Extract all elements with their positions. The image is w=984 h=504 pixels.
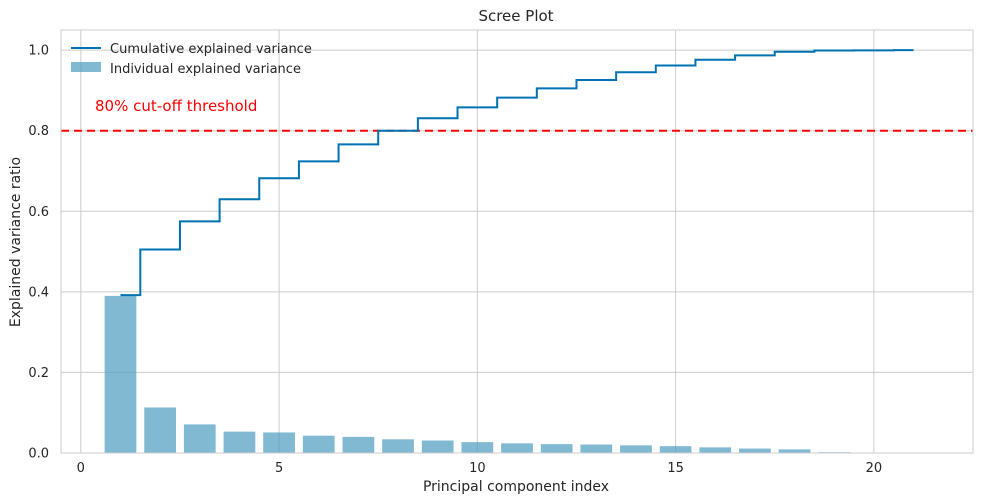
bar-series [104, 295, 930, 453]
legend-label-cumulative: Cumulative explained variance [110, 42, 312, 57]
x-tick-label: 10 [469, 461, 486, 476]
x-axis-ticks: 0 5 10 15 20 [77, 461, 882, 476]
x-tick-label: 5 [275, 461, 283, 476]
x-tick-label: 20 [866, 461, 883, 476]
step-series [120, 49, 914, 297]
bar [104, 295, 137, 453]
y-tick-label: 0.6 [28, 205, 49, 220]
bar [183, 424, 216, 453]
bar [144, 407, 176, 453]
legend-label-individual: Individual explained variance [110, 62, 301, 77]
y-tick-label: 0.4 [28, 285, 49, 300]
plot-frame [60, 29, 974, 454]
x-tick-label: 15 [667, 461, 684, 476]
y-tick-label: 0.2 [28, 366, 49, 381]
y-tick-label: 0.0 [28, 447, 49, 462]
x-axis-label: Principal component index [423, 479, 609, 495]
bar [302, 435, 335, 453]
bar [699, 447, 732, 453]
bar [342, 436, 375, 453]
bar [739, 448, 771, 453]
threshold-label: 80% cut-off threshold [95, 97, 257, 115]
cumulative-step-line [120, 49, 914, 297]
x-tick-label: 0 [77, 461, 85, 476]
bar [778, 449, 811, 453]
grid [61, 30, 973, 454]
bar [382, 439, 414, 453]
bar [620, 445, 652, 453]
y-tick-label: 1.0 [28, 44, 49, 59]
bar [421, 440, 454, 453]
legend: Cumulative explained variance Individual… [71, 42, 312, 77]
bar [263, 432, 295, 453]
y-tick-label: 0.8 [28, 124, 49, 139]
legend-bar-marker [71, 62, 101, 72]
bar [461, 442, 494, 453]
bar [501, 443, 533, 453]
bar [540, 444, 573, 453]
bar [223, 431, 256, 453]
bar [580, 444, 613, 453]
bar [659, 446, 692, 453]
chart-title: Scree Plot [478, 7, 553, 25]
y-axis-label: Explained variance ratio [8, 157, 24, 327]
y-axis-ticks: 0.0 0.2 0.4 0.6 0.8 1.0 [28, 44, 49, 462]
